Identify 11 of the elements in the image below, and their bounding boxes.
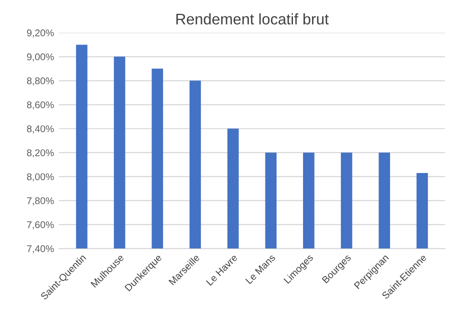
y-tick-label: 7,40% [27, 245, 54, 254]
y-tick-label: 7,60% [27, 221, 54, 230]
y-tick-label: 8,80% [27, 77, 54, 86]
y-tick-label: 9,20% [27, 29, 54, 38]
y-tick-label: 8,40% [27, 125, 54, 134]
y-tick-label: 8,00% [27, 173, 54, 182]
chart-title: Rendement locatif brut [176, 13, 329, 25]
y-tick-label: 8,60% [27, 101, 54, 110]
y-tick-label: 8,20% [27, 149, 54, 158]
y-tick-label: 9,00% [27, 53, 54, 62]
y-tick-label: 7,80% [27, 197, 54, 206]
